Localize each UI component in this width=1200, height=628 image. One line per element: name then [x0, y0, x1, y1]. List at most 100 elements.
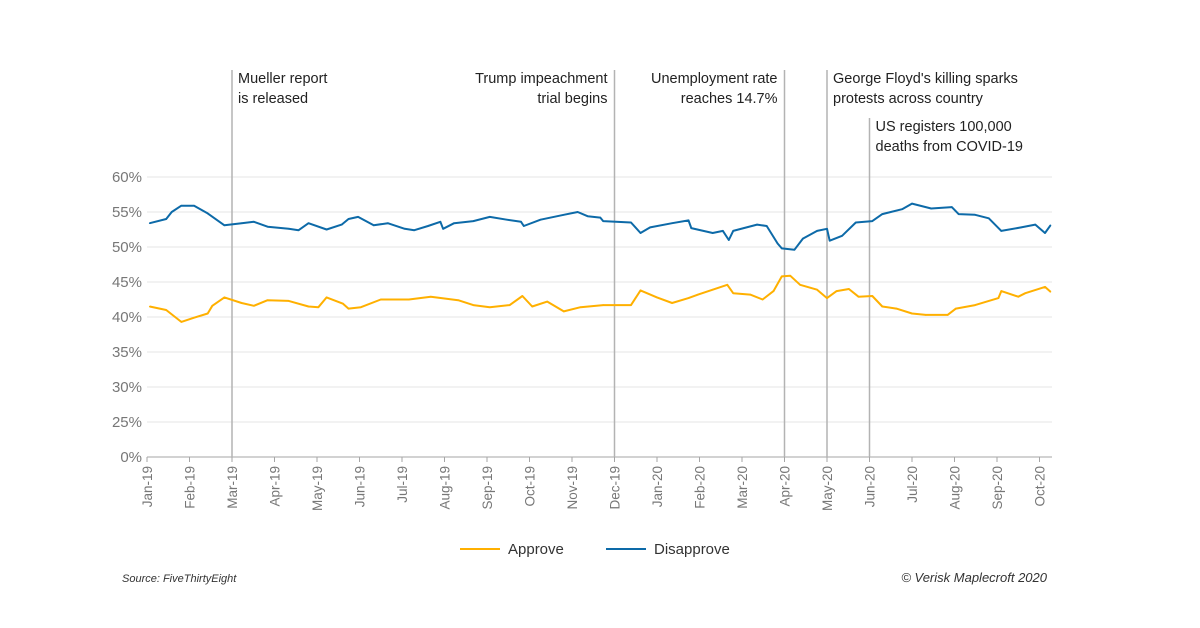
data-point-disapprove [826, 228, 828, 230]
data-point-disapprove [776, 242, 779, 245]
data-point-approve [656, 296, 658, 299]
data-point-approve [816, 288, 818, 291]
data-point-disapprove [165, 218, 167, 220]
event-annotations: Mueller report is released Trump impeachme… [231, 70, 1023, 457]
data-point-disapprove [649, 226, 651, 229]
data-point-approve [974, 304, 976, 306]
data-point-approve [1044, 286, 1046, 288]
data-point-approve [697, 293, 699, 296]
data-point-approve [148, 305, 151, 308]
y-tick-label: 60% [112, 169, 142, 186]
event-label: Mueller report [238, 71, 327, 87]
data-point-disapprove [802, 237, 804, 240]
data-point-approve [826, 297, 828, 299]
data-point-approve [489, 306, 491, 309]
data-point-disapprove [539, 218, 542, 221]
data-point-disapprove [732, 230, 735, 232]
event-label: protests across country [833, 91, 984, 107]
series-line-disapprove [149, 202, 1052, 251]
data-point-disapprove [950, 206, 953, 208]
data-point-disapprove [974, 214, 976, 216]
data-point-approve [325, 296, 328, 299]
data-point-disapprove [372, 224, 375, 227]
event-label: reaches 14.7% [681, 91, 778, 107]
data-point-approve [457, 299, 460, 302]
data-point-disapprove [930, 207, 932, 210]
data-point-disapprove [439, 221, 442, 223]
x-tick-label: Apr-20 [778, 466, 793, 507]
data-point-disapprove [881, 213, 884, 215]
data-point-disapprove [506, 218, 508, 221]
data-point-disapprove [520, 221, 522, 223]
data-point-approve [871, 295, 874, 297]
data-point-disapprove [599, 216, 602, 219]
data-point-approve [521, 295, 524, 297]
data-point-disapprove [523, 225, 525, 227]
x-tick-label: Aug-19 [438, 466, 453, 510]
data-point-approve [749, 293, 752, 296]
data-point-disapprove [841, 235, 843, 237]
x-tick-label: Dec-19 [608, 466, 623, 510]
data-point-approve [895, 307, 898, 310]
data-point-approve [562, 310, 565, 313]
data-point-approve [997, 297, 1000, 299]
y-tick-label: 40% [112, 309, 142, 326]
x-tick-label: Sep-20 [990, 466, 1005, 510]
data-point-approve [240, 302, 243, 304]
data-point-approve [347, 307, 350, 310]
data-point-disapprove [206, 212, 209, 215]
data-point-disapprove [489, 216, 491, 218]
data-point-approve [408, 298, 410, 301]
event-label: trial begins [537, 91, 607, 107]
x-tick-label: Jan-20 [650, 466, 665, 507]
data-point-disapprove [307, 222, 310, 224]
data-point-disapprove [639, 232, 642, 234]
data-point-approve [180, 321, 183, 323]
data-point-approve [253, 305, 255, 307]
data-point-approve [881, 305, 884, 308]
data-point-approve [911, 312, 913, 315]
data-point-disapprove [223, 224, 226, 227]
gridlines [147, 176, 1052, 458]
data-point-approve [223, 296, 226, 299]
data-point-approve [531, 305, 534, 308]
data-point-approve [360, 306, 362, 309]
data-point-disapprove [148, 222, 151, 224]
data-point-approve [687, 297, 690, 299]
y-tick-label: 45% [112, 274, 142, 291]
data-point-approve [546, 300, 549, 303]
x-tick-label: May-20 [820, 466, 835, 511]
data-point-disapprove [1000, 230, 1003, 232]
x-tick-label: Jul-20 [905, 466, 920, 503]
data-point-disapprove [780, 247, 783, 250]
data-point-disapprove [180, 204, 183, 207]
data-point-approve [287, 300, 290, 302]
data-point-disapprove [756, 223, 758, 226]
series-line-approve [149, 274, 1052, 323]
legend-label-approve: Approve [508, 541, 564, 558]
y-tick-label: 55% [112, 204, 142, 221]
data-point-approve [955, 307, 957, 310]
data-point-disapprove [793, 249, 796, 251]
data-point-disapprove [357, 216, 359, 218]
data-point-disapprove [472, 220, 475, 222]
event-label: Unemployment rate [651, 71, 778, 87]
x-tick-label: Oct-19 [523, 466, 538, 507]
legend: Approve Disapprove [460, 541, 730, 558]
x-tick-label: Jun-19 [353, 466, 368, 507]
event-label: Trump impeachment [475, 71, 607, 87]
data-point-approve [379, 298, 382, 301]
data-point-approve [732, 292, 735, 295]
x-tick-label: Sep-19 [480, 466, 495, 510]
data-point-disapprove [901, 208, 903, 210]
x-tick-label: May-19 [310, 466, 325, 511]
x-tick-label: Oct-20 [1033, 466, 1048, 507]
data-point-disapprove [325, 228, 328, 231]
y-tick-label: 25% [112, 414, 142, 431]
data-point-disapprove [586, 215, 589, 217]
data-point-disapprove [193, 204, 195, 207]
data-point-disapprove [1049, 224, 1052, 227]
data-point-disapprove [413, 229, 416, 231]
data-point-approve [639, 289, 642, 292]
